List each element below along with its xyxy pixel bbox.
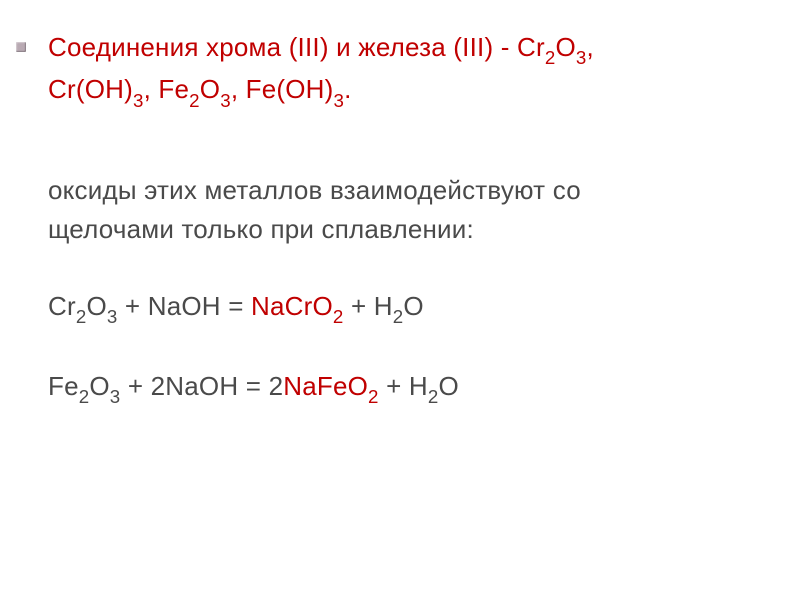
spacer	[48, 113, 760, 171]
f: ,	[587, 32, 594, 62]
sub: 2	[368, 386, 379, 407]
f: O	[200, 74, 220, 104]
f: + H	[344, 291, 393, 321]
f: Cr(OH)	[48, 74, 133, 104]
sub: 3	[220, 90, 231, 111]
f: Cr	[48, 291, 76, 321]
f: .	[344, 74, 351, 104]
sub: 2	[79, 386, 90, 407]
f: O	[438, 371, 458, 401]
spacer	[48, 329, 760, 367]
spacer	[48, 249, 760, 287]
f: + NaOH =	[118, 291, 252, 321]
f: O	[86, 291, 106, 321]
sub: 3	[133, 90, 144, 111]
sub: 2	[393, 306, 404, 327]
paragraph-line-1: оксиды этих металлов взаимодействуют со	[48, 171, 760, 210]
product-highlight: NaFeO2	[283, 371, 378, 401]
sub: 3	[334, 90, 345, 111]
sub: 2	[333, 306, 344, 327]
paragraph-line-2: щелочами только при сплавлении:	[48, 210, 760, 249]
heading-line-1: Соединения хрома (III) и железа (III) - …	[48, 28, 760, 70]
f: O	[555, 32, 575, 62]
equation-1: Cr2O3 + NaOH = NaCrO2 + H2O	[48, 287, 760, 329]
f: , Fe(OH)	[231, 74, 334, 104]
sub: 2	[428, 386, 439, 407]
sub: 2	[189, 90, 200, 111]
f: , Fe	[144, 74, 190, 104]
f: NaFeO	[283, 371, 368, 401]
bullet-icon	[16, 42, 26, 52]
f: + H	[379, 371, 428, 401]
sub: 2	[545, 47, 556, 68]
f: + 2NaOH = 2	[120, 371, 283, 401]
heading-text: Соединения хрома (III) и железа (III) -	[48, 32, 517, 62]
f: O	[403, 291, 423, 321]
sub: 3	[107, 306, 118, 327]
heading-line-2: Cr(OH)3, Fe2O3, Fe(OH)3.	[48, 70, 760, 112]
sub: 3	[110, 386, 121, 407]
f: O	[89, 371, 109, 401]
sub: 3	[576, 47, 587, 68]
f: Fe	[48, 371, 79, 401]
sub: 2	[76, 306, 87, 327]
f: NaCrO	[251, 291, 333, 321]
equation-2: Fe2O3 + 2NaOH = 2NaFeO2 + H2O	[48, 367, 760, 409]
f: Cr	[517, 32, 545, 62]
product-highlight: NaCrO2	[251, 291, 344, 321]
